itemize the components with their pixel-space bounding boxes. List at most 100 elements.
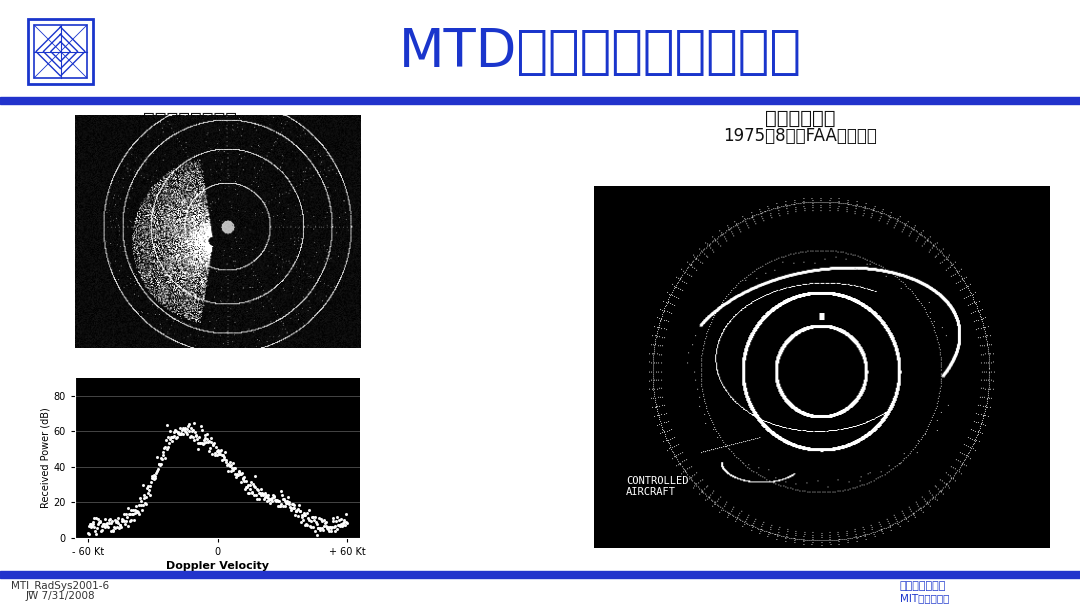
Point	[202, 438, 219, 447]
Point	[204, 440, 221, 449]
Point	[260, 496, 278, 505]
Text: 降雨的多普勒谱: 降雨的多普勒谱	[152, 304, 228, 322]
Point	[188, 434, 205, 444]
Point	[156, 443, 173, 452]
Point	[325, 513, 342, 523]
Point	[270, 496, 287, 505]
Point	[321, 523, 338, 533]
Bar	[0, 97, 1080, 104]
Point	[107, 515, 124, 525]
Point	[100, 516, 118, 525]
Point	[228, 469, 245, 479]
Point	[287, 506, 305, 516]
Point	[204, 441, 221, 451]
Text: MTI_RadSys2001-6: MTI_RadSys2001-6	[11, 581, 109, 592]
Point	[231, 469, 248, 479]
Point	[146, 471, 163, 480]
Point	[167, 434, 185, 443]
Point	[124, 510, 141, 519]
Point	[194, 438, 212, 447]
Point	[284, 500, 301, 510]
Point	[288, 505, 306, 515]
Y-axis label: Received Power (dB): Received Power (dB)	[41, 407, 51, 508]
Point	[126, 508, 144, 517]
Point	[191, 438, 208, 447]
Point	[147, 473, 164, 483]
Bar	[0, 571, 1080, 578]
Point	[164, 432, 181, 442]
Point	[205, 438, 222, 447]
Point	[261, 494, 279, 504]
Point	[307, 517, 324, 527]
Point	[98, 518, 116, 528]
Point	[164, 432, 181, 442]
Point	[286, 503, 303, 513]
Point	[239, 482, 256, 492]
Point	[172, 429, 189, 438]
Point	[335, 517, 352, 527]
Point	[221, 457, 239, 467]
Point	[108, 516, 125, 526]
Point	[298, 508, 315, 518]
Point	[273, 486, 291, 496]
Point	[329, 520, 347, 530]
Point	[203, 433, 220, 443]
Point	[264, 493, 281, 503]
Point	[151, 459, 168, 469]
Point	[84, 517, 102, 527]
Point	[271, 502, 288, 511]
Point	[139, 489, 157, 499]
Point	[138, 483, 156, 492]
Point	[315, 515, 333, 525]
Point	[198, 437, 215, 447]
Point	[271, 501, 288, 511]
Point	[110, 523, 127, 533]
Point	[238, 482, 255, 491]
Point	[299, 514, 316, 523]
Point	[214, 455, 231, 465]
Point	[229, 471, 246, 480]
Point	[126, 505, 144, 515]
Point	[221, 461, 239, 471]
Point	[194, 439, 212, 449]
Point	[200, 437, 217, 446]
Point	[185, 424, 202, 434]
Point	[222, 466, 240, 475]
Text: 雷达跟踪轨迹: 雷达跟踪轨迹	[765, 108, 835, 128]
Point	[334, 521, 351, 531]
Point	[165, 427, 183, 437]
Point	[178, 429, 195, 438]
Point	[157, 453, 174, 463]
Point	[201, 446, 218, 456]
Point	[145, 473, 162, 483]
Point	[276, 501, 294, 511]
Point	[305, 522, 322, 531]
Point	[165, 431, 183, 441]
Point	[149, 452, 166, 461]
Point	[81, 529, 98, 539]
Point	[216, 447, 233, 457]
Point	[233, 468, 251, 478]
Point	[278, 499, 295, 508]
Point	[122, 515, 139, 525]
Point	[299, 520, 316, 530]
Point	[161, 435, 178, 444]
Point	[172, 429, 189, 438]
Point	[232, 469, 249, 479]
Point	[159, 420, 176, 429]
Point	[96, 522, 113, 532]
Point	[104, 527, 121, 536]
Text: CONTROLLED
AIRCRAFT: CONTROLLED AIRCRAFT	[626, 475, 688, 497]
Point	[150, 460, 167, 469]
Point	[160, 442, 177, 452]
Text: MTD在降雨条件下的性能: MTD在降雨条件下的性能	[399, 26, 801, 78]
Point	[248, 494, 266, 503]
Point	[129, 506, 146, 516]
Point	[168, 428, 186, 438]
Point	[293, 517, 310, 527]
Point	[337, 510, 354, 519]
Point	[247, 491, 265, 500]
Point	[106, 523, 123, 533]
Point	[318, 521, 335, 531]
Point	[161, 438, 178, 448]
